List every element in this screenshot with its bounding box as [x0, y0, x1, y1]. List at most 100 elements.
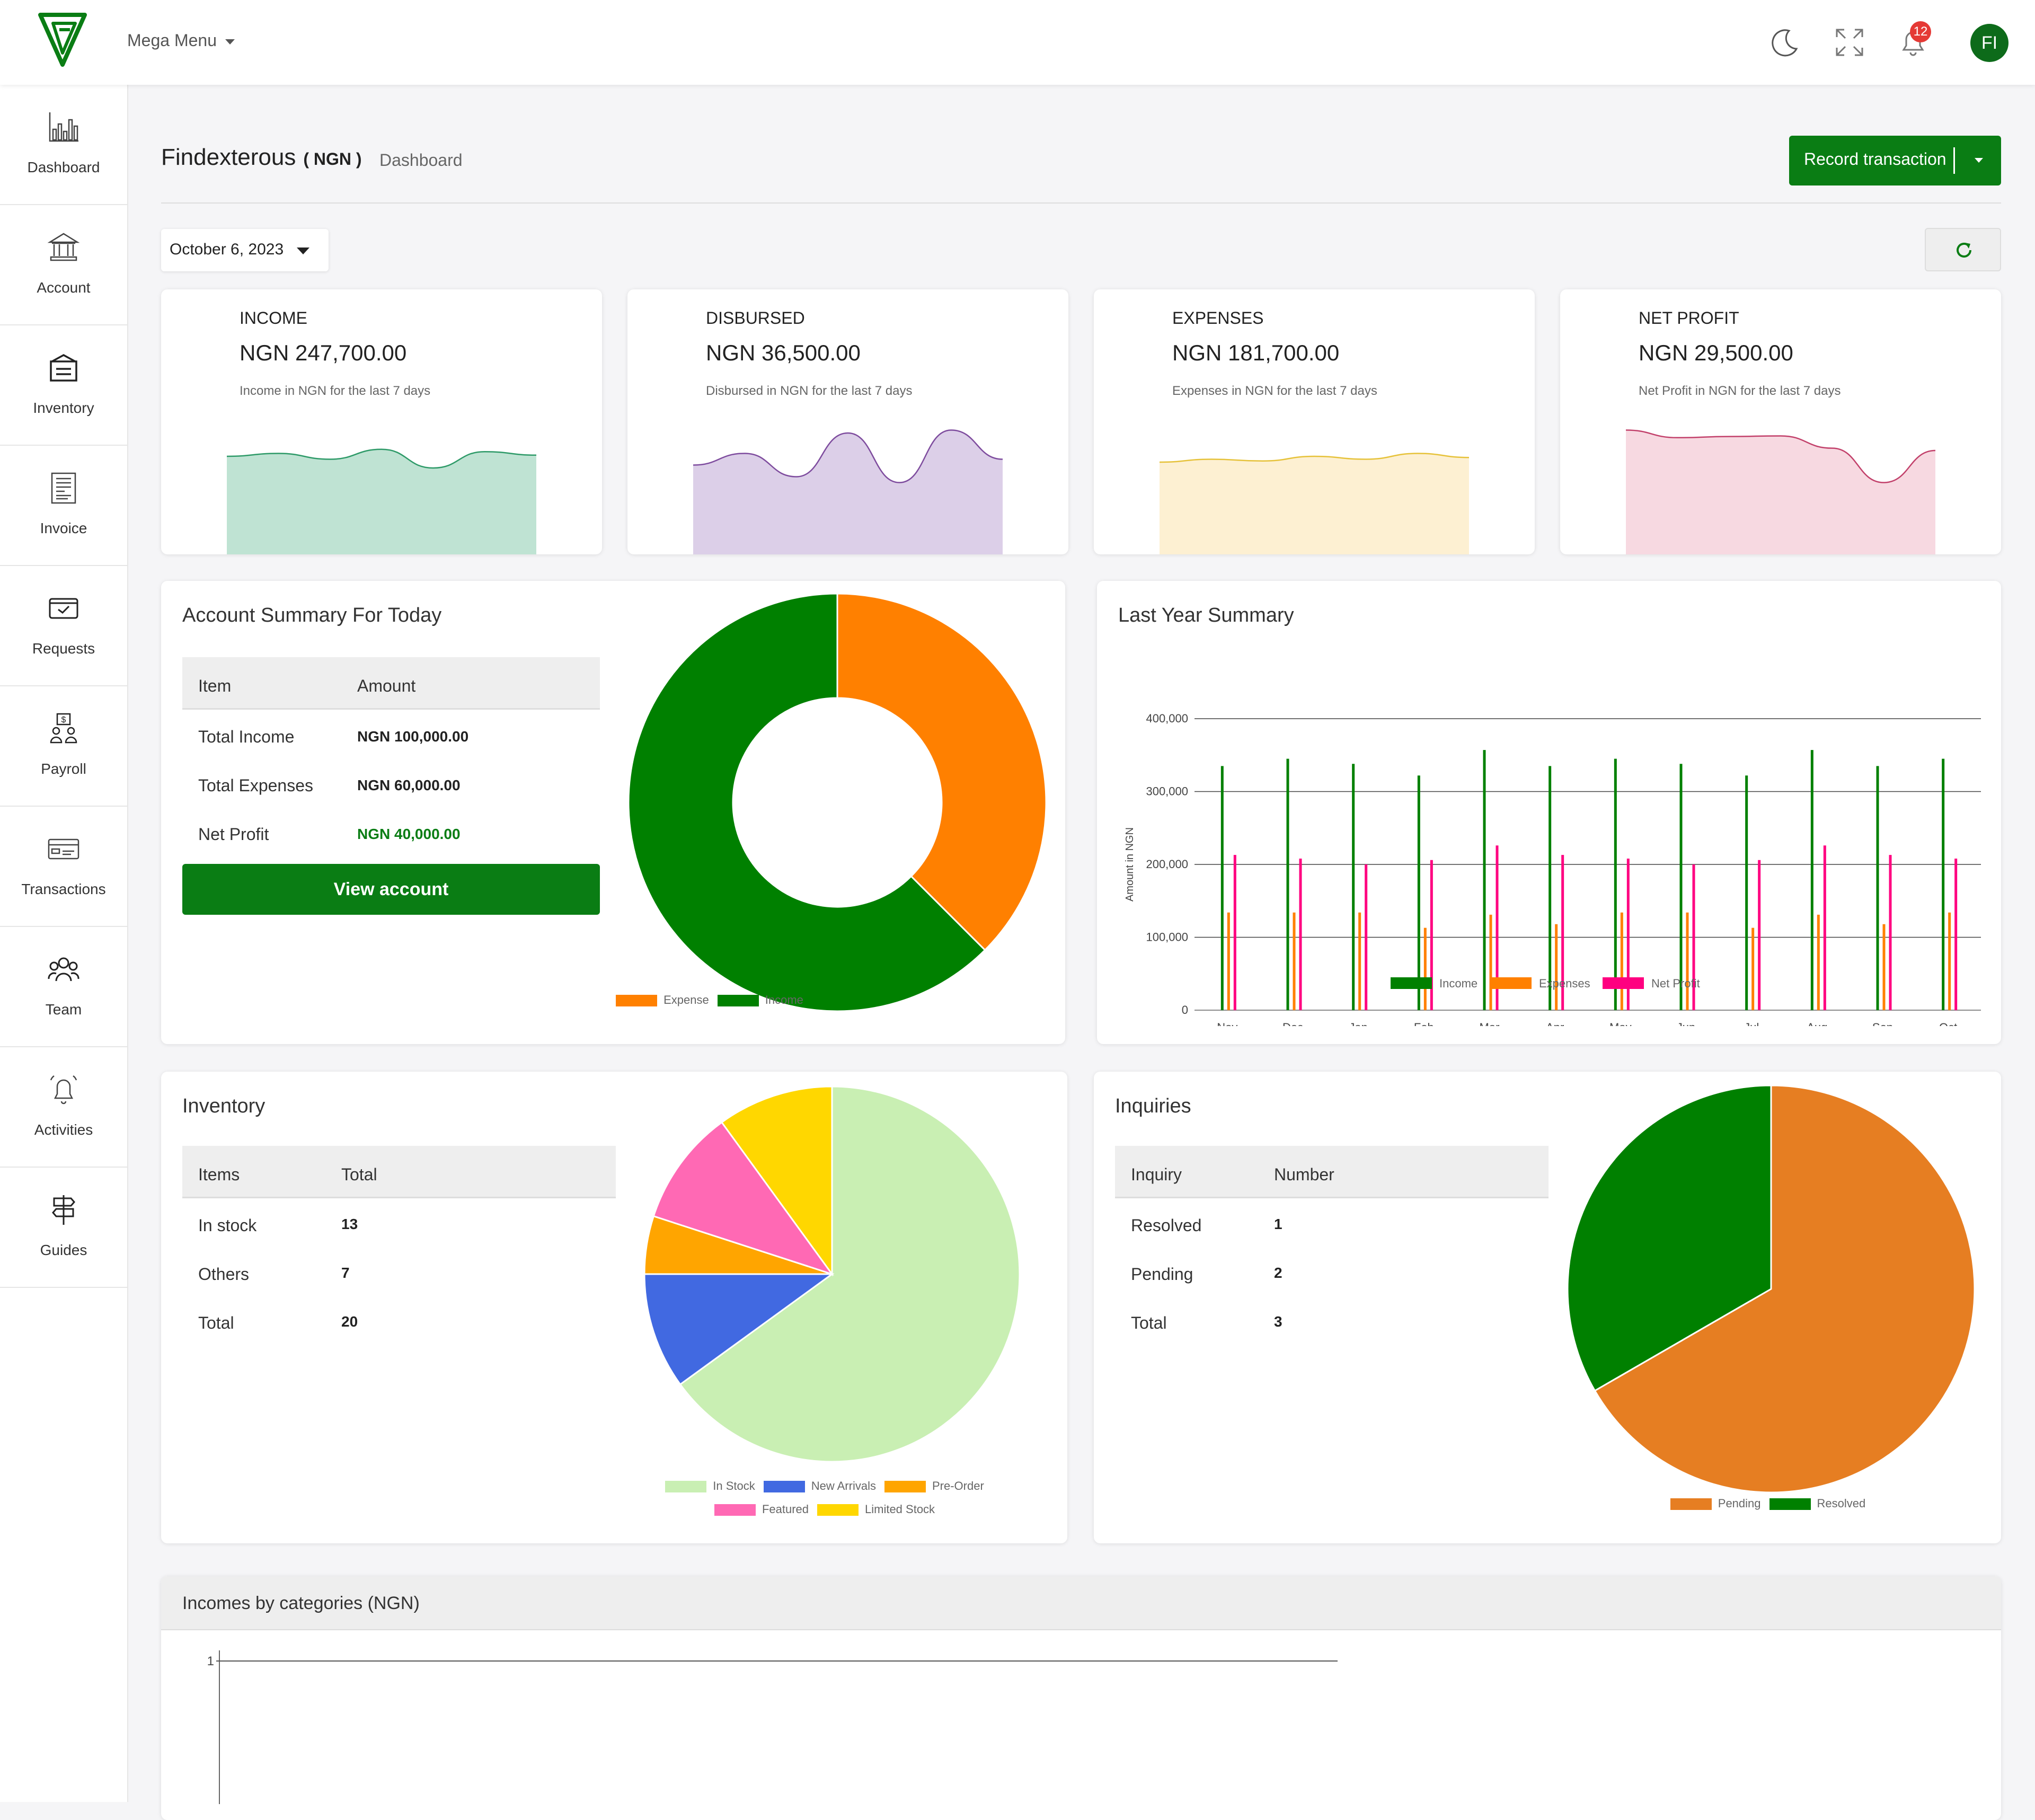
bar-net-profit-feb[interactable] — [1430, 860, 1433, 1010]
disbursed-sparkline — [693, 429, 1003, 554]
fullscreen-icon[interactable] — [1833, 25, 1866, 59]
bar-expenses-may[interactable] — [1620, 912, 1623, 1010]
bar-income-oct[interactable] — [1942, 758, 1945, 1010]
legend-item[interactable]: Limited Stock — [817, 1498, 935, 1521]
breadcrumb[interactable]: Dashboard — [379, 151, 463, 170]
y-tick-label: 300,000 — [1146, 785, 1188, 798]
legend-swatch — [1769, 1498, 1811, 1510]
table-header: Items Total — [182, 1146, 616, 1198]
pie-slice-limited-stock[interactable] — [720, 1085, 833, 1277]
x-tick-label: Nov — [1217, 1021, 1237, 1026]
bar-net-profit-jun[interactable] — [1692, 864, 1695, 1010]
card-title: Account Summary For Today — [182, 604, 442, 626]
view-account-button[interactable]: View account — [182, 864, 600, 915]
sidebar-item-account[interactable]: Account — [0, 205, 127, 325]
pie-slice-in-stock[interactable] — [679, 1085, 1021, 1463]
bar-expenses-mar[interactable] — [1489, 914, 1492, 1010]
legend-item[interactable]: Pre-Order — [884, 1474, 984, 1498]
bar-expenses-jun[interactable] — [1686, 912, 1689, 1010]
bar-income-mar[interactable] — [1483, 750, 1486, 1010]
inquiries-legend: Pending Resolved — [1560, 1497, 1984, 1510]
dark-mode-moon-icon[interactable] — [1768, 25, 1802, 59]
transactions-icon — [48, 838, 79, 860]
bar-net-profit-jan[interactable] — [1365, 864, 1368, 1010]
pie-slice-expense[interactable] — [836, 593, 1047, 951]
bar-expenses-feb[interactable] — [1423, 927, 1427, 1010]
legend-item[interactable]: Resolved — [1769, 1497, 1865, 1510]
bar-net-profit-aug[interactable] — [1823, 845, 1826, 1010]
legend-swatch — [714, 1504, 756, 1516]
sidebar-item-activities[interactable]: Activities — [0, 1047, 127, 1168]
bar-expenses-apr[interactable] — [1555, 924, 1558, 1010]
user-avatar[interactable]: FI — [1970, 24, 2009, 62]
bar-income-aug[interactable] — [1810, 750, 1813, 1010]
stat-subtitle: Disbursed in NGN for the last 7 days — [706, 384, 913, 398]
bar-income-may[interactable] — [1614, 758, 1617, 1010]
bar-expenses-jan[interactable] — [1358, 912, 1361, 1010]
date-picker[interactable]: October 6, 2023 — [161, 229, 329, 271]
legend-item[interactable]: Pending — [1670, 1497, 1761, 1510]
legend-item[interactable]: Income — [717, 993, 803, 1007]
bar-income-jul[interactable] — [1745, 775, 1748, 1010]
pie-slice-income[interactable] — [627, 593, 986, 1012]
sparkline-area — [1160, 453, 1469, 554]
bar-net-profit-nov[interactable] — [1233, 855, 1236, 1010]
bar-income-feb[interactable] — [1417, 775, 1420, 1010]
bar-income-nov[interactable] — [1220, 766, 1224, 1010]
bar-expenses-sep[interactable] — [1882, 924, 1886, 1010]
bar-income-jun[interactable] — [1679, 764, 1683, 1010]
sidebar-item-label: Dashboard — [27, 159, 100, 175]
sidebar-item-guides[interactable]: Guides — [0, 1168, 127, 1288]
sparkline-area — [693, 430, 1003, 554]
bar-expenses-oct[interactable] — [1948, 912, 1951, 1010]
bar-net-profit-sep[interactable] — [1889, 855, 1892, 1010]
net-profit-stat-card: NET PROFIT NGN 29,500.00 Net Profit in N… — [1560, 289, 2001, 554]
row-value: 3 — [1274, 1313, 1282, 1330]
sidebar-item-label: Account — [37, 279, 91, 296]
sidebar-item-dashboard[interactable]: Dashboard — [0, 85, 127, 205]
mega-menu-dropdown[interactable]: Mega Menu — [127, 31, 235, 50]
pie-slice-featured[interactable] — [652, 1121, 834, 1276]
bar-expenses-aug[interactable] — [1817, 914, 1820, 1010]
sidebar: Dashboard Account Inventory Invoice Requ… — [0, 85, 128, 1802]
bar-net-profit-jul[interactable] — [1758, 860, 1761, 1010]
bar-income-jan[interactable] — [1352, 764, 1355, 1010]
bar-expenses-nov[interactable] — [1227, 912, 1230, 1010]
stat-title: INCOME — [240, 308, 307, 328]
sidebar-item-transactions[interactable]: Transactions — [0, 807, 127, 927]
sidebar-item-invoice[interactable]: Invoice — [0, 446, 127, 566]
pie-slice-new-arrivals[interactable] — [643, 1273, 835, 1386]
sidebar-item-team[interactable]: Team — [0, 927, 127, 1047]
app-logo[interactable] — [38, 12, 87, 68]
legend-item[interactable]: Featured — [714, 1498, 809, 1521]
pie-slice-resolved[interactable] — [1567, 1084, 1772, 1392]
bar-net-profit-may[interactable] — [1626, 859, 1630, 1010]
legend-item[interactable]: Expense — [616, 993, 709, 1007]
legend-swatch — [1670, 1498, 1712, 1510]
bar-income-sep[interactable] — [1876, 766, 1879, 1010]
row-label: Net Profit — [198, 825, 269, 844]
chevron-down-icon[interactable] — [1975, 158, 1983, 163]
bar-income-dec[interactable] — [1286, 758, 1289, 1010]
legend-swatch — [616, 995, 658, 1007]
column-header: Number — [1274, 1165, 1334, 1184]
legend-item[interactable]: In Stock — [665, 1474, 755, 1498]
bar-net-profit-dec[interactable] — [1299, 859, 1302, 1010]
refresh-button[interactable] — [1925, 228, 2001, 271]
sidebar-item-payroll[interactable]: $ Payroll — [0, 686, 127, 807]
legend-item[interactable]: New Arrivals — [763, 1474, 876, 1498]
bar-income-apr[interactable] — [1549, 766, 1552, 1010]
sidebar-item-requests[interactable]: Requests — [0, 566, 127, 686]
bar-net-profit-mar[interactable] — [1496, 845, 1499, 1010]
sidebar-item-label: Invoice — [40, 520, 87, 536]
legend-swatch — [817, 1504, 859, 1516]
bar-net-profit-oct[interactable] — [1954, 859, 1958, 1010]
bar-expenses-dec[interactable] — [1293, 912, 1296, 1010]
pie-slice-pending[interactable] — [1594, 1084, 1976, 1494]
sidebar-item-inventory[interactable]: Inventory — [0, 325, 127, 446]
header-divider — [161, 202, 2001, 204]
row-value: 13 — [341, 1216, 358, 1232]
bar-net-profit-apr[interactable] — [1561, 855, 1564, 1010]
record-transaction-button[interactable]: Record transaction — [1789, 136, 2001, 185]
bar-expenses-jul[interactable] — [1751, 927, 1755, 1010]
